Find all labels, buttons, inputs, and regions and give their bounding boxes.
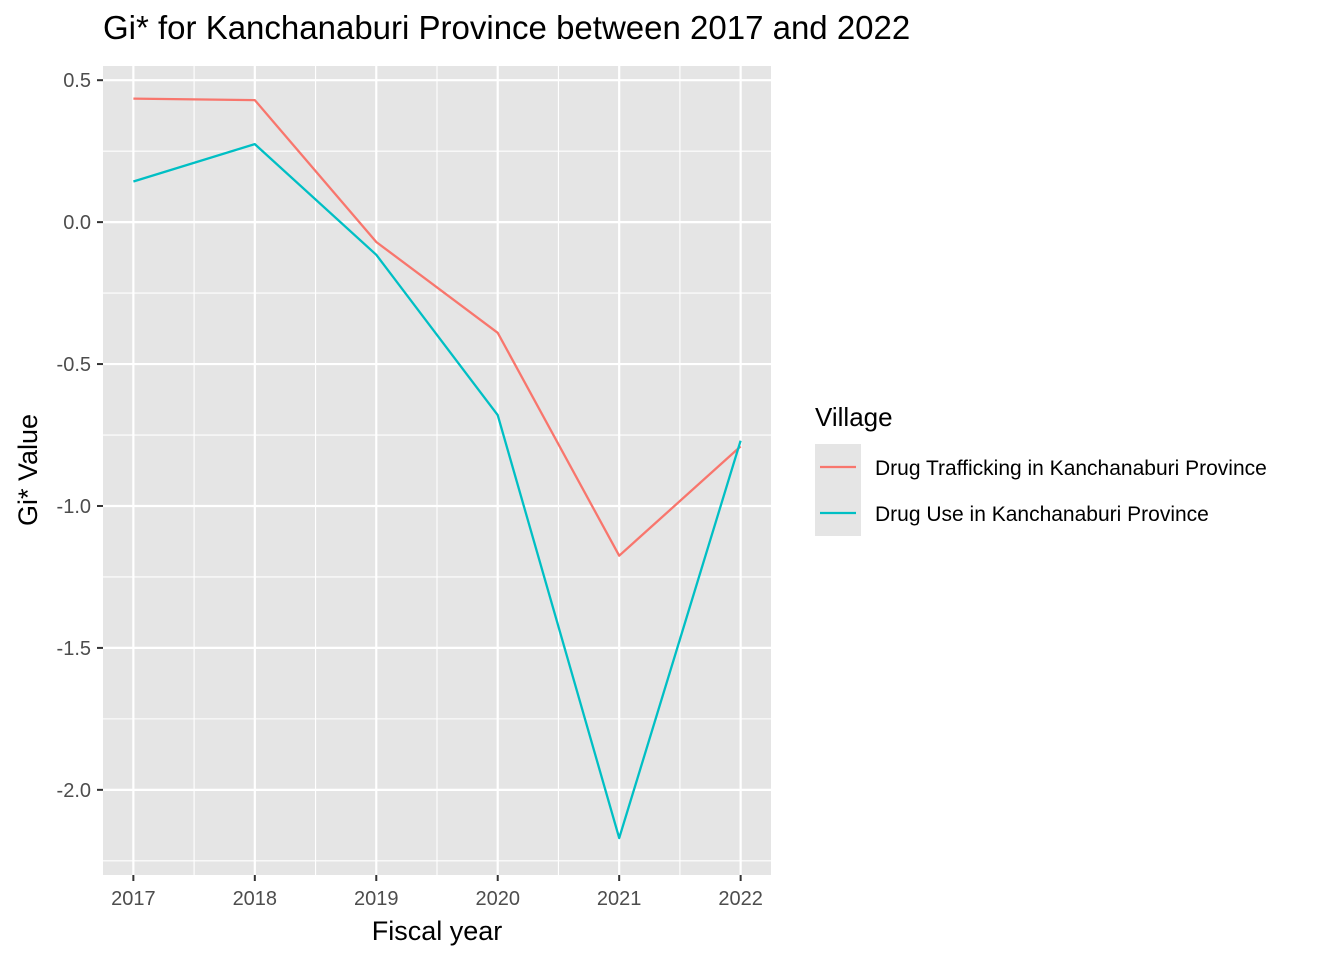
x-axis: 2017 2018 2019 2020 2021 2022 <box>111 875 763 910</box>
y-axis-title: Gi* Value <box>13 414 43 526</box>
x-tick-label: 2020 <box>475 888 520 910</box>
y-tick-label: -1.0 <box>57 496 91 518</box>
x-tick-label: 2019 <box>354 888 399 910</box>
y-axis: 0.5 0.0 -0.5 -1.0 -1.5 -2.0 <box>57 70 103 802</box>
series-line-1 <box>133 97 742 557</box>
gridlines <box>103 66 771 875</box>
legend-label: Drug Use in Kanchanaburi Province <box>875 503 1209 526</box>
series-line-2 <box>133 142 742 840</box>
x-tick-label: 2017 <box>111 888 156 910</box>
series-lines <box>133 97 742 840</box>
y-tick-label: 0.5 <box>63 70 91 92</box>
legend-title: Village <box>815 402 893 432</box>
y-tick-label: 0.0 <box>63 212 91 234</box>
chart-title: Gi* for Kanchanaburi Province between 20… <box>103 9 910 46</box>
y-tick-label: -1.5 <box>57 638 91 660</box>
legend: Village Drug Trafficking in Kanchanaburi… <box>815 402 1267 536</box>
legend-label: Drug Trafficking in Kanchanaburi Provinc… <box>875 457 1267 480</box>
x-tick-label: 2022 <box>718 888 763 910</box>
x-tick-label: 2021 <box>597 888 642 910</box>
y-tick-label: -2.0 <box>57 780 91 802</box>
y-tick-label: -0.5 <box>57 354 91 376</box>
x-tick-label: 2018 <box>233 888 278 910</box>
x-axis-title: Fiscal year <box>372 916 503 946</box>
